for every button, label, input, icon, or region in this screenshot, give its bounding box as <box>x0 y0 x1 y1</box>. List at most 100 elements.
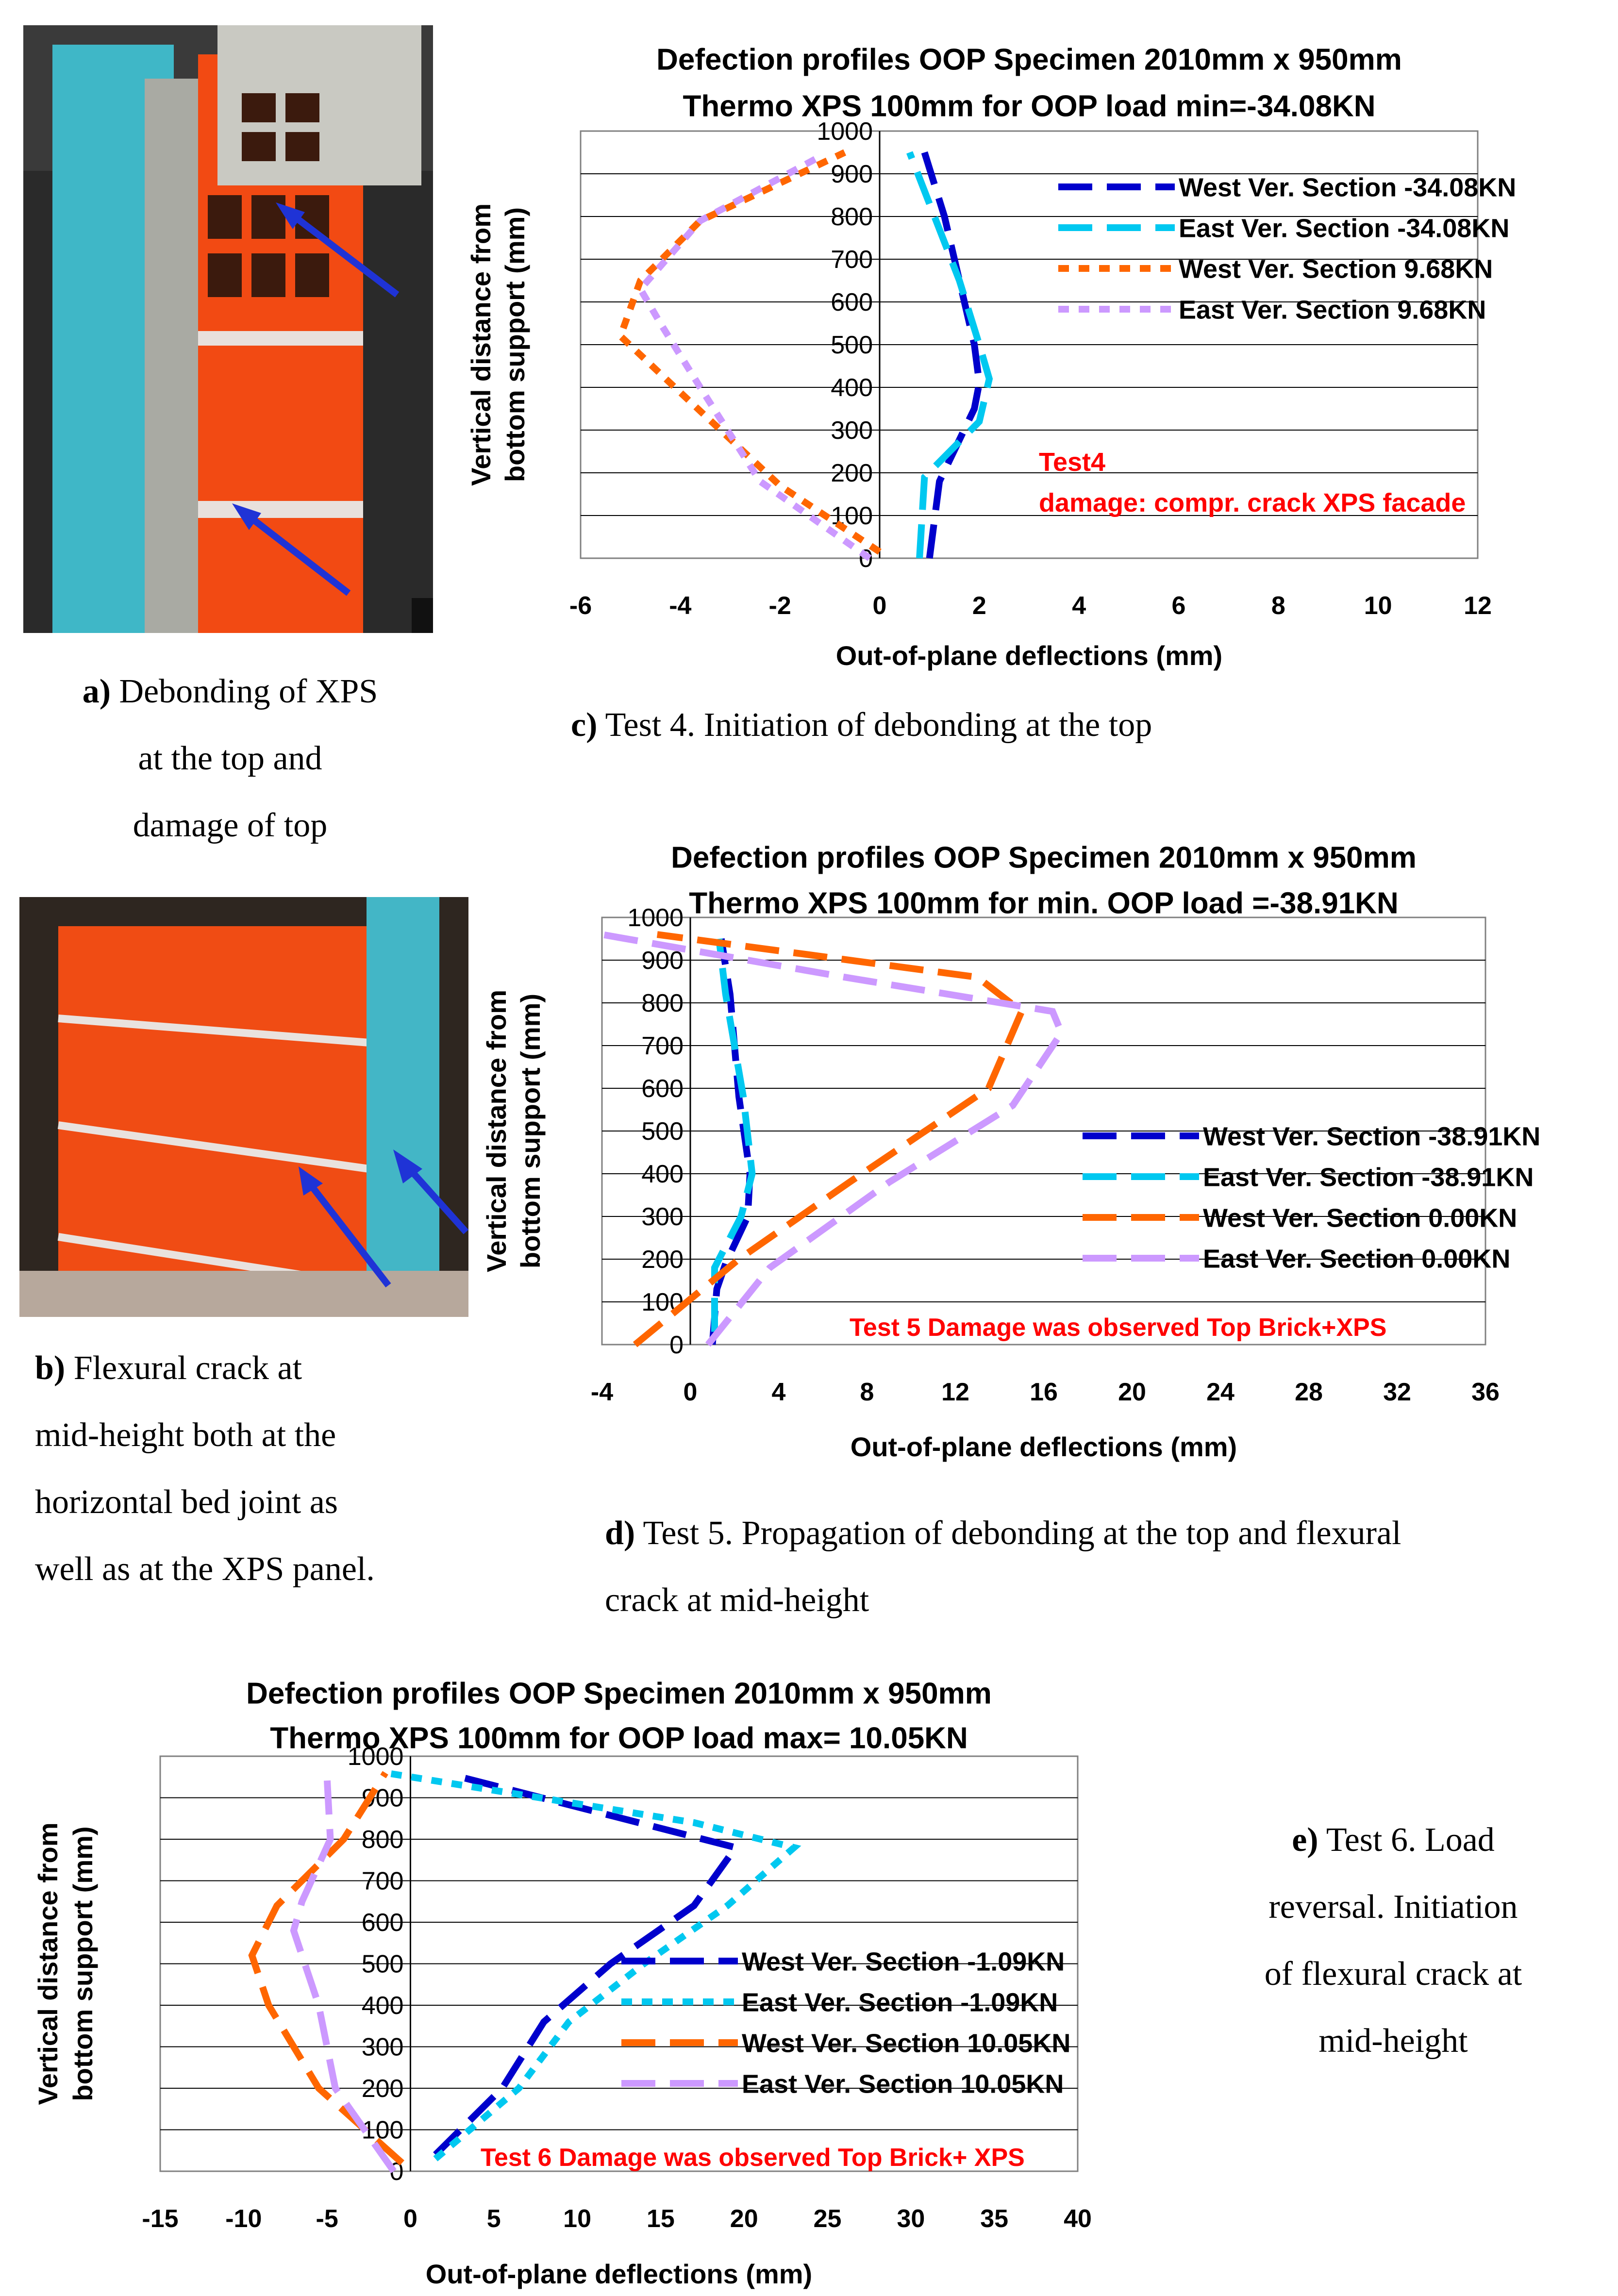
y-tick-label: 400 <box>362 1992 404 2020</box>
legend-label: West Ver. Section -38.91KN <box>1203 1122 1540 1151</box>
chart-e-test6: Defection profiles OOP Specimen 2010mm x… <box>33 1677 1092 2289</box>
caption-b-line1: Flexural crack at <box>65 1349 302 1387</box>
y-tick-label: 800 <box>362 1826 404 1854</box>
photo-b-flexural-crack <box>19 897 468 1317</box>
y-axis-label: Vertical distance from <box>481 990 512 1272</box>
caption-a-line3: damage of top <box>133 807 328 844</box>
y-tick-label: 1000 <box>817 117 873 146</box>
series-line-1 <box>433 1774 742 2157</box>
y-tick-label: 800 <box>641 989 684 1017</box>
series-line-2 <box>906 151 993 559</box>
legend-label: West Ver. Section 10.05KN <box>742 2029 1070 2058</box>
photo-a-debonding-top <box>23 25 433 633</box>
chart-annotation: Test 6 Damage was observed Top Brick+ XP… <box>481 2144 1025 2172</box>
y-tick-label: 100 <box>362 2116 404 2145</box>
legend-label: East Ver. Section -38.91KN <box>1203 1163 1534 1192</box>
y-tick-label: 300 <box>641 1203 684 1231</box>
chart-annotation: damage: compr. crack XPS facade <box>1039 488 1466 517</box>
y-tick-label: 1000 <box>627 904 684 932</box>
x-axis-label: Out-of-plane deflections (mm) <box>851 1431 1237 1462</box>
caption-d-letter: d) <box>605 1514 635 1552</box>
legend-label: East Ver. Section 0.00KN <box>1203 1244 1510 1273</box>
x-tick-label: 28 <box>1295 1378 1323 1406</box>
x-tick-label: 8 <box>1271 592 1285 620</box>
x-tick-label: -2 <box>769 592 791 620</box>
caption-a-line1: Debonding of XPS <box>111 673 378 710</box>
chart-title-line: Defection profiles OOP Specimen 2010mm x… <box>656 43 1402 77</box>
legend-label: West Ver. Section -34.08KN <box>1179 173 1516 202</box>
caption-b-line4: well as at the XPS panel. <box>35 1550 375 1588</box>
chart-title-line: Defection profiles OOP Specimen 2010mm x… <box>671 841 1417 875</box>
x-tick-label: 0 <box>403 2205 417 2233</box>
y-tick-label: 500 <box>641 1117 684 1146</box>
y-tick-label: 200 <box>641 1246 684 1274</box>
caption-d-line1: Test 5. Propagation of debonding at the … <box>635 1514 1401 1552</box>
photo-b-image <box>19 897 468 1317</box>
y-tick-label: 400 <box>831 374 873 402</box>
y-tick-label: 500 <box>362 1950 404 1979</box>
legend-label: West Ver. Section 0.00KN <box>1203 1203 1517 1232</box>
x-tick-label: 6 <box>1172 592 1186 620</box>
y-tick-label: 200 <box>831 459 873 487</box>
x-tick-label: 20 <box>730 2205 758 2233</box>
y-tick-label: 700 <box>831 246 873 274</box>
caption-b-line2: mid-height both at the <box>35 1416 336 1454</box>
caption-d-line2: crack at mid-height <box>605 1581 869 1619</box>
x-tick-label: -6 <box>569 592 592 620</box>
y-axis-label: bottom support (mm) <box>500 207 530 482</box>
y-tick-label: 700 <box>362 1867 404 1896</box>
chart-title-line: Thermo XPS 100mm for OOP load max= 10.05… <box>270 1722 967 1755</box>
y-tick-label: 0 <box>669 1331 684 1359</box>
y-tick-label: 600 <box>831 288 873 316</box>
y-axis-label: bottom support (mm) <box>67 1826 98 2101</box>
caption-b: b) Flexural crack at mid-height both at … <box>35 1335 438 1603</box>
caption-a: a) Debonding of XPS at the top and damag… <box>19 658 441 859</box>
x-tick-label: 35 <box>980 2205 1008 2233</box>
x-tick-label: 20 <box>1118 1378 1146 1406</box>
x-axis-label: Out-of-plane deflections (mm) <box>836 640 1222 671</box>
caption-e-line2: reversal. Initiation <box>1268 1888 1518 1926</box>
series-line-1 <box>921 151 983 559</box>
y-tick-label: 500 <box>831 331 873 359</box>
series-line-2 <box>711 938 756 1332</box>
y-tick-label: 900 <box>831 160 873 188</box>
caption-a-letter: a) <box>82 673 111 710</box>
y-tick-label: 300 <box>362 2033 404 2062</box>
x-tick-label: -4 <box>669 592 691 620</box>
chart-annotation: Test 5 Damage was observed Top Brick+XPS <box>850 1314 1386 1342</box>
y-axis-label: Vertical distance from <box>466 203 496 486</box>
x-tick-label: 2 <box>972 592 986 620</box>
caption-b-line3: horizontal bed joint as <box>35 1483 338 1521</box>
chart-annotation: Test4 <box>1039 448 1105 477</box>
caption-e: e) Test 6. Load reversal. Initiation of … <box>1189 1807 1597 2075</box>
series-line-3 <box>633 931 1026 1348</box>
y-tick-label: 900 <box>641 947 684 975</box>
x-tick-label: 32 <box>1383 1378 1411 1406</box>
x-tick-label: -10 <box>225 2205 262 2233</box>
x-tick-label: 8 <box>860 1378 874 1406</box>
y-tick-label: 600 <box>641 1075 684 1103</box>
legend-label: East Ver. Section -34.08KN <box>1179 214 1509 243</box>
chart-title-line: Thermo XPS 100mm for min. OOP load =-38.… <box>689 887 1398 920</box>
x-tick-label: 10 <box>1364 592 1392 620</box>
x-tick-label: 10 <box>563 2205 591 2233</box>
legend-label: East Ver. Section 9.68KN <box>1179 295 1486 324</box>
caption-d: d) Test 5. Propagation of debonding at t… <box>605 1500 1595 1634</box>
caption-b-letter: b) <box>35 1349 66 1387</box>
x-tick-label: 36 <box>1471 1378 1500 1406</box>
y-tick-label: 1000 <box>348 1743 404 1771</box>
y-tick-label: 400 <box>641 1160 684 1188</box>
chart-title-line: Defection profiles OOP Specimen 2010mm x… <box>246 1677 992 1711</box>
x-tick-label: 16 <box>1030 1378 1058 1406</box>
y-axis-label: Vertical distance from <box>33 1822 63 2105</box>
caption-c-letter: c) <box>571 706 598 744</box>
legend-label: East Ver. Section -1.09KN <box>742 1988 1058 2017</box>
caption-a-line2: at the top and <box>138 740 322 777</box>
x-tick-label: 0 <box>873 592 887 620</box>
x-tick-label: 40 <box>1064 2205 1092 2233</box>
y-tick-label: 600 <box>362 1909 404 1937</box>
caption-e-line3: of flexural crack at <box>1264 1955 1522 1993</box>
caption-e-line1: Test 6. Load <box>1318 1821 1495 1859</box>
chart-title-line: Thermo XPS 100mm for OOP load min=-34.08… <box>683 90 1375 123</box>
series-line-4 <box>636 153 872 561</box>
